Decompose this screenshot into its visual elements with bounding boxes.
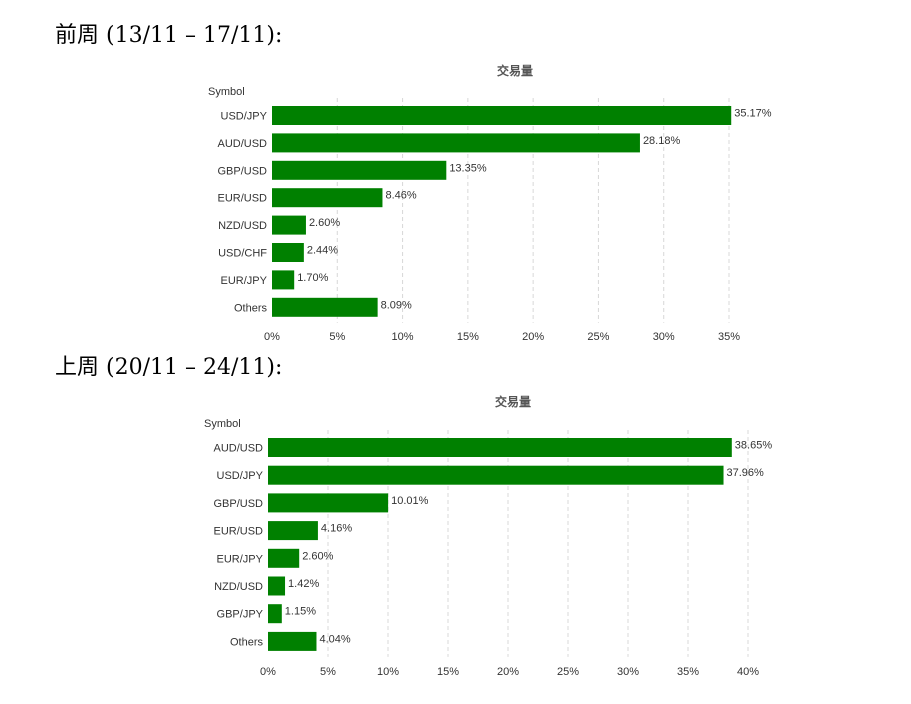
data-label: 2.60% [309,217,340,229]
bar [272,106,732,125]
data-label: 1.70% [297,272,328,284]
category-label: USD/JPY [221,111,268,123]
x-tick-label: 35% [718,331,740,343]
category-label: AUD/USD [217,138,267,150]
x-tick-label: 5% [329,331,345,343]
data-label: 4.16% [321,523,352,535]
data-label: 13.35% [449,162,487,174]
bar [268,493,389,513]
bar [268,631,317,651]
bar [272,297,378,317]
chart-title: 交易量 [495,394,531,409]
y-axis-header: Symbol [208,86,245,98]
bar [268,521,318,541]
bar [272,215,306,235]
category-label: AUD/USD [213,443,263,455]
x-tick-label: 0% [260,666,276,678]
category-label: GBP/JPY [217,609,264,621]
category-label: EUR/JPY [221,275,268,287]
x-tick-label: 5% [320,666,336,678]
y-axis-header: Symbol [204,418,241,430]
x-tick-label: 40% [737,666,759,678]
data-label: 1.15% [285,606,316,618]
x-tick-label: 20% [522,331,544,343]
category-label: GBP/USD [213,498,263,510]
bar [272,133,640,153]
category-label: NZD/USD [218,220,267,232]
category-label: EUR/USD [213,526,263,538]
bar [268,438,732,457]
x-tick-label: 10% [392,331,414,343]
bar [268,576,286,596]
category-label: USD/JPY [217,470,264,482]
chart-last-week: 0% 5% 10% 15% 20% 25% 30% 35% 40% 交易量 Symbol AUD/US… [204,394,772,678]
chart-title: 交易量 [497,63,533,78]
x-tick-label: 10% [377,666,399,678]
x-tick-label: 35% [677,666,699,678]
x-tick-label: 15% [457,331,479,343]
bar [268,604,282,624]
previous-week-heading: 前周 (13/11 – 17/11): [55,23,283,48]
data-label: 8.46% [385,190,416,202]
category-label: GBP/USD [217,165,267,177]
category-label: EUR/JPY [217,553,264,565]
data-label: 1.42% [288,578,319,590]
bar [272,188,383,208]
bar [268,465,724,485]
x-tick-label: 15% [437,666,459,678]
x-tick-label: 0% [264,331,280,343]
category-label: NZD/USD [214,581,263,593]
x-tick-label: 30% [653,331,675,343]
last-week-heading: 上周 (20/11 – 24/11): [55,355,283,380]
data-label: 28.18% [643,135,681,147]
data-label: 2.44% [307,245,338,257]
category-label: Others [230,636,264,648]
category-label: USD/CHF [218,248,267,260]
bar [268,548,300,568]
data-label: 4.04% [319,633,350,645]
data-label: 8.09% [381,299,412,311]
bar [272,243,304,262]
x-tick-label: 30% [617,666,639,678]
chart-previous-week: 0% 5% 10% 15% 20% 25% 30% 35% 交易量 Symbol USD/JPY 35… [208,63,772,343]
bar [272,270,295,290]
category-label: Others [234,302,268,314]
data-label: 37.96% [727,467,765,479]
x-tick-label: 20% [497,666,519,678]
bar [272,160,447,180]
category-label: EUR/USD [217,193,267,205]
x-tick-label: 25% [557,666,579,678]
data-label: 10.01% [391,495,429,507]
data-label: 35.17% [734,108,772,120]
data-label: 38.65% [735,440,773,452]
data-label: 2.60% [302,550,333,562]
x-tick-label: 25% [587,331,609,343]
